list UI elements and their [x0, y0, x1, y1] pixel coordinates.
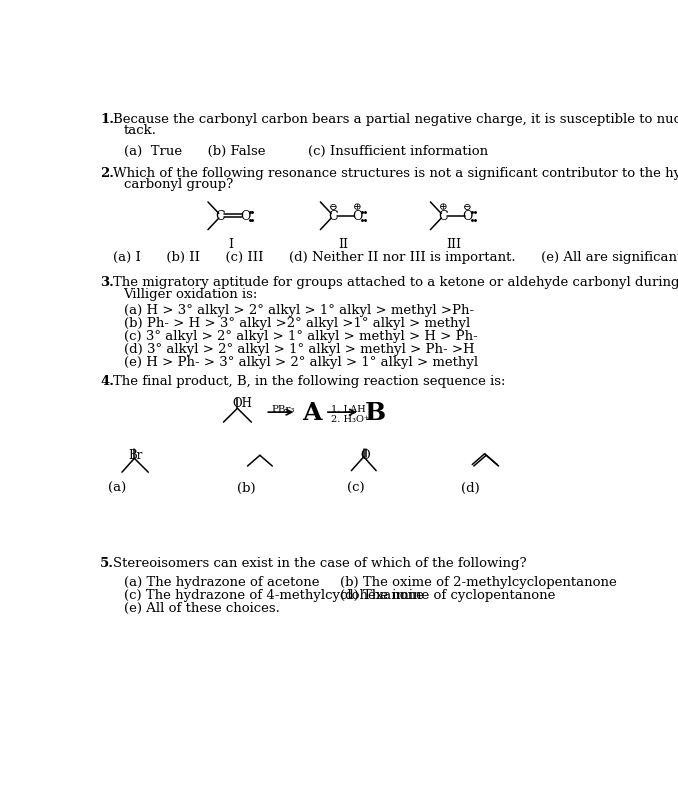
Text: Because the carbonyl carbon bears a partial negative charge, it is susceptible t: Because the carbonyl carbon bears a part… [113, 113, 678, 126]
Text: 4.: 4. [100, 374, 115, 387]
Text: (b) The oxime of 2-methylcyclopentanone: (b) The oxime of 2-methylcyclopentanone [340, 575, 617, 588]
Text: 1. LAH: 1. LAH [331, 405, 366, 414]
Text: (d) 3° alkyl > 2° alkyl > 1° alkyl > methyl > Ph- >H: (d) 3° alkyl > 2° alkyl > 1° alkyl > met… [123, 342, 474, 356]
Text: Which of the following resonance structures is not a significant contributor to : Which of the following resonance structu… [113, 166, 678, 179]
Text: I: I [228, 238, 234, 251]
Text: (b) Ph- > H > 3° alkyl >2° alkyl >1° alkyl > methyl: (b) Ph- > H > 3° alkyl >2° alkyl >1° alk… [123, 316, 470, 329]
Text: The final product, B, in the following reaction sequence is:: The final product, B, in the following r… [113, 374, 505, 387]
Text: tack.: tack. [123, 124, 157, 137]
Text: ⊖: ⊖ [328, 203, 337, 212]
Text: C: C [216, 210, 225, 223]
Text: Villiger oxidation is:: Villiger oxidation is: [123, 287, 258, 300]
Text: III: III [446, 238, 461, 251]
Text: (a)  True      (b) False          (c) Insufficient information: (a) True (b) False (c) Insufficient info… [123, 145, 487, 158]
Text: C: C [438, 210, 447, 223]
Text: ⊖: ⊖ [463, 203, 472, 212]
Text: 5.: 5. [100, 556, 115, 569]
Text: (e) H > Ph- > 3° alkyl > 2° alkyl > 1° alkyl > methyl: (e) H > Ph- > 3° alkyl > 2° alkyl > 1° a… [123, 356, 477, 369]
Text: The migratory aptitude for groups attached to a ketone or aldehyde carbonyl duri: The migratory aptitude for groups attach… [113, 276, 678, 289]
Text: (a): (a) [108, 482, 126, 495]
Text: C: C [328, 210, 338, 223]
Text: OH: OH [233, 397, 253, 410]
Text: 1.: 1. [100, 113, 115, 126]
Text: ⊕: ⊕ [353, 203, 362, 212]
Text: PBr₃: PBr₃ [271, 405, 295, 414]
Text: O: O [240, 210, 250, 223]
Text: O: O [462, 210, 473, 223]
Text: II: II [338, 238, 348, 251]
Text: Stereoisomers can exist in the case of which of the following?: Stereoisomers can exist in the case of w… [113, 556, 526, 569]
Text: ⊕: ⊕ [439, 203, 447, 212]
Text: 3.: 3. [100, 276, 114, 289]
Text: carbonyl group?: carbonyl group? [123, 178, 233, 191]
Text: Br: Br [128, 448, 142, 461]
Text: (c) 3° alkyl > 2° alkyl > 1° alkyl > methyl > H > Ph-: (c) 3° alkyl > 2° alkyl > 1° alkyl > met… [123, 329, 477, 342]
Text: (a) The hydrazone of acetone: (a) The hydrazone of acetone [123, 575, 319, 588]
Text: (b): (b) [237, 482, 256, 495]
Text: (c): (c) [346, 482, 364, 495]
Text: A: A [302, 401, 321, 425]
Text: (c) The hydrazone of 4-methylcyclohexanone: (c) The hydrazone of 4-methylcyclohexano… [123, 588, 423, 601]
Text: O: O [353, 210, 363, 223]
Text: (a) I      (b) II      (c) III      (d) Neither II nor III is important.      (e: (a) I (b) II (c) III (d) Neither II nor … [113, 251, 678, 264]
Text: 2. H₃O⁺: 2. H₃O⁺ [331, 414, 370, 423]
Text: (d): (d) [462, 482, 480, 495]
Text: (d) The imine of cyclopentanone: (d) The imine of cyclopentanone [340, 588, 556, 601]
Text: O: O [361, 448, 370, 461]
Text: (a) H > 3° alkyl > 2° alkyl > 1° alkyl > methyl >Ph-: (a) H > 3° alkyl > 2° alkyl > 1° alkyl >… [123, 303, 474, 316]
Text: (e) All of these choices.: (e) All of these choices. [123, 601, 279, 614]
Text: B: B [365, 401, 386, 425]
Text: 2.: 2. [100, 166, 115, 179]
